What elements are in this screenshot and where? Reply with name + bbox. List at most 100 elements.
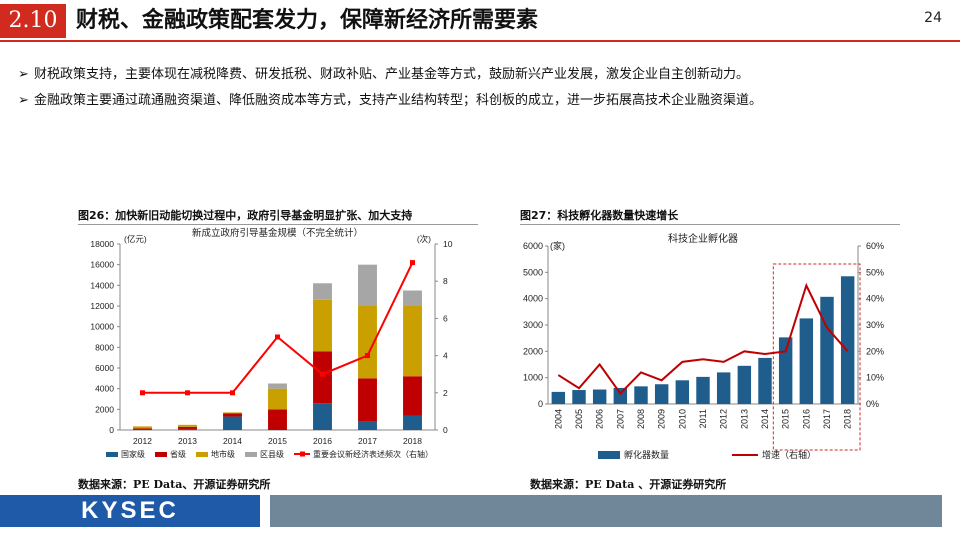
x-tick-label: 2017 — [822, 409, 832, 429]
bar-segment — [313, 299, 332, 352]
x-tick-label: 2015 — [781, 409, 791, 429]
chart-incubators: 0 1000 2000 3000 4000 5000 6000 0% 10% 20% 30% 40% 5… — [523, 232, 884, 460]
bullet-item: ➢ 金融政策主要通过疏通融资渠道、降低融资成本等方式，支持产业结构转型；科创板的成… — [18, 88, 948, 114]
bar — [613, 387, 628, 404]
figure-caption-left: 图26：加快新旧动能切换过程中，政府引导基金明显扩张、加大支持 — [78, 209, 413, 222]
y-tick-label: 8000 — [95, 342, 114, 352]
bar-segment — [178, 426, 197, 429]
section-number: 2.10 — [0, 4, 66, 38]
bar-segment — [358, 378, 377, 422]
legend-label: 孵化器数量 — [624, 449, 669, 460]
y-tick-label: 18000 — [90, 239, 114, 249]
bar — [654, 384, 669, 404]
bar-segment — [403, 415, 422, 430]
bar-segment — [178, 424, 197, 427]
bar — [716, 372, 731, 404]
y2-tick-label: 0 — [443, 425, 448, 435]
y2-tick-label: 10 — [443, 239, 453, 249]
legend-label: 重要会议新经济表述频次（右轴） — [313, 449, 433, 459]
x-tick-label: 2010 — [677, 409, 687, 429]
bar-segment — [133, 426, 152, 429]
bullet-text: 财税政策支持，主要体现在减税降费、研发抵税、财政补贴、产业基金等方式，鼓励新兴产… — [34, 67, 750, 82]
bar-segment — [133, 428, 152, 430]
legend-swatch — [245, 452, 257, 457]
x-tick-label: 2016 — [313, 436, 332, 446]
bar-segment — [133, 429, 152, 430]
bullet-text: 金融政策主要通过疏通融资渠道、降低融资成本等方式，支持产业结构转型；科创板的成立… — [34, 93, 763, 108]
footer-bar — [270, 495, 942, 527]
logo-text: KYSEC — [81, 497, 179, 524]
legend-label: 地市级 — [211, 449, 235, 459]
y-tick-label: 1000 — [523, 373, 543, 383]
legend-swatch — [196, 452, 208, 457]
x-tick-label: 2013 — [739, 409, 749, 429]
bar — [778, 337, 793, 404]
kysec-logo: KYSEC — [0, 495, 260, 527]
line-point — [275, 334, 280, 340]
line-point — [410, 260, 415, 266]
x-tick-label: 2016 — [801, 409, 811, 429]
y2-tick-label: 8 — [443, 276, 448, 286]
figure-caption-right: 图27：科技孵化器数量快速增长 — [520, 209, 679, 222]
bar — [572, 390, 586, 404]
y-axis-unit: (家) — [550, 240, 565, 251]
y2-tick-label: 20% — [866, 346, 884, 356]
x-tick-label: 2011 — [698, 409, 708, 428]
line-point — [140, 390, 145, 396]
x-tick-label: 2014 — [223, 436, 242, 446]
chart-title: 新成立政府引导基金规模（不完全统计） — [192, 227, 363, 239]
legend-label: 国家级 — [121, 449, 145, 459]
y2-tick-label: 30% — [866, 320, 884, 330]
bar — [840, 276, 855, 404]
legend-label: 省级 — [170, 449, 186, 459]
page-title: 财税、金融政策配套发力，保障新经济所需要素 — [76, 8, 539, 33]
bullet-arrow-icon: ➢ — [18, 93, 29, 108]
x-tick-label: 2008 — [636, 409, 646, 429]
bar-segment — [358, 264, 377, 306]
y-tick-label: 0 — [109, 425, 114, 435]
line-point — [320, 371, 325, 377]
legend-label: 增速（右轴） — [762, 449, 816, 460]
x-tick-label: 2009 — [657, 409, 667, 429]
y-tick-label: 4000 — [523, 294, 543, 304]
bar — [737, 365, 752, 404]
y-tick-label: 2000 — [95, 404, 114, 414]
bar-segment — [403, 306, 422, 377]
figure-rule-left — [78, 224, 478, 225]
highlight-box — [772, 263, 861, 451]
bar-segment — [313, 351, 332, 404]
bar-segment — [178, 428, 197, 430]
bar — [592, 389, 607, 404]
x-tick-label: 2007 — [615, 409, 625, 429]
y-tick-label: 4000 — [95, 384, 114, 394]
x-tick-label: 2006 — [595, 409, 605, 429]
bar-segment — [403, 290, 422, 306]
y2-axis-unit: (次) — [417, 234, 431, 244]
page-number: 24 — [924, 10, 942, 26]
bullet-arrow-icon: ➢ — [18, 67, 29, 82]
bar — [551, 391, 566, 404]
chart-guide-fund: 0 2000 4000 6000 8000 10000 12000 14000 16000 180… — [90, 227, 453, 459]
y2-tick-label: 50% — [866, 267, 884, 277]
y-axis-unit: (亿元) — [124, 234, 147, 244]
y2-tick-label: 2 — [443, 388, 448, 398]
bar-segment — [358, 421, 377, 430]
x-tick-label: 2018 — [843, 409, 853, 429]
x-tick-label: 2017 — [358, 436, 377, 446]
bar-segment — [313, 283, 332, 300]
y-tick-label: 3000 — [523, 320, 543, 330]
y-tick-label: 10000 — [90, 322, 114, 332]
y2-tick-label: 6 — [443, 313, 448, 323]
legend-line-marker — [300, 451, 305, 457]
bar-segment — [358, 306, 377, 379]
bar-segment — [268, 409, 287, 430]
figure-source-right: 数据来源：PE Data 、开源证券研究所 — [530, 478, 727, 491]
y-tick-label: 5000 — [523, 267, 543, 277]
x-tick-label: 2005 — [574, 409, 584, 429]
x-tick-label: 2013 — [178, 436, 197, 446]
bar-segment — [313, 403, 332, 430]
y-tick-label: 0 — [538, 399, 543, 409]
y2-tick-label: 40% — [866, 294, 884, 304]
bar-segment — [268, 383, 287, 389]
y-tick-label: 2000 — [523, 346, 543, 356]
